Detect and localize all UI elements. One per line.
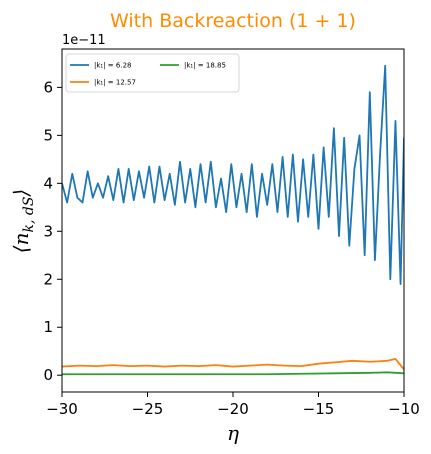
plot-area <box>62 64 404 376</box>
x-tick-label: −20 <box>217 400 249 418</box>
y-axis-label: ⟨nk, dS⟩ <box>9 189 37 253</box>
series-line-1 <box>62 64 404 285</box>
x-tick-label: −25 <box>132 400 164 418</box>
axes: −30 −25 −20 −15 −10 0 1 2 3 4 5 6 <box>43 48 420 418</box>
y-tick-label: 0 <box>43 366 53 384</box>
legend-label: |k₁| = 6.28 <box>94 62 131 70</box>
x-tick-label: −10 <box>388 400 420 418</box>
legend: |k₁| = 6.28 |k₁| = 12.57 |k₁| = 18.85 <box>65 53 240 93</box>
y-tick-label: 4 <box>43 174 53 192</box>
legend-box <box>65 53 240 93</box>
chart-title: With Backreaction (1 + 1) <box>110 10 356 32</box>
y-tick-label: 3 <box>43 222 53 240</box>
x-axis-label: η <box>227 421 239 445</box>
y-tick-label: 5 <box>43 126 53 144</box>
y-tick-label: 2 <box>43 270 53 288</box>
y-offset-text: 1e−11 <box>62 33 106 48</box>
y-tick-label: 6 <box>43 78 53 96</box>
legend-label: |k₁| = 18.85 <box>184 62 226 70</box>
y-tick-label: 1 <box>43 318 53 336</box>
series-line-3 <box>62 371 404 376</box>
series-line-2 <box>62 357 404 371</box>
axes-frame <box>61 48 405 393</box>
legend-label: |k₁| = 12.57 <box>94 79 136 87</box>
y-axis-label-text: ⟨nk, dS⟩ <box>9 189 37 253</box>
x-tick-label: −15 <box>303 400 335 418</box>
x-tick-label: −30 <box>46 400 78 418</box>
